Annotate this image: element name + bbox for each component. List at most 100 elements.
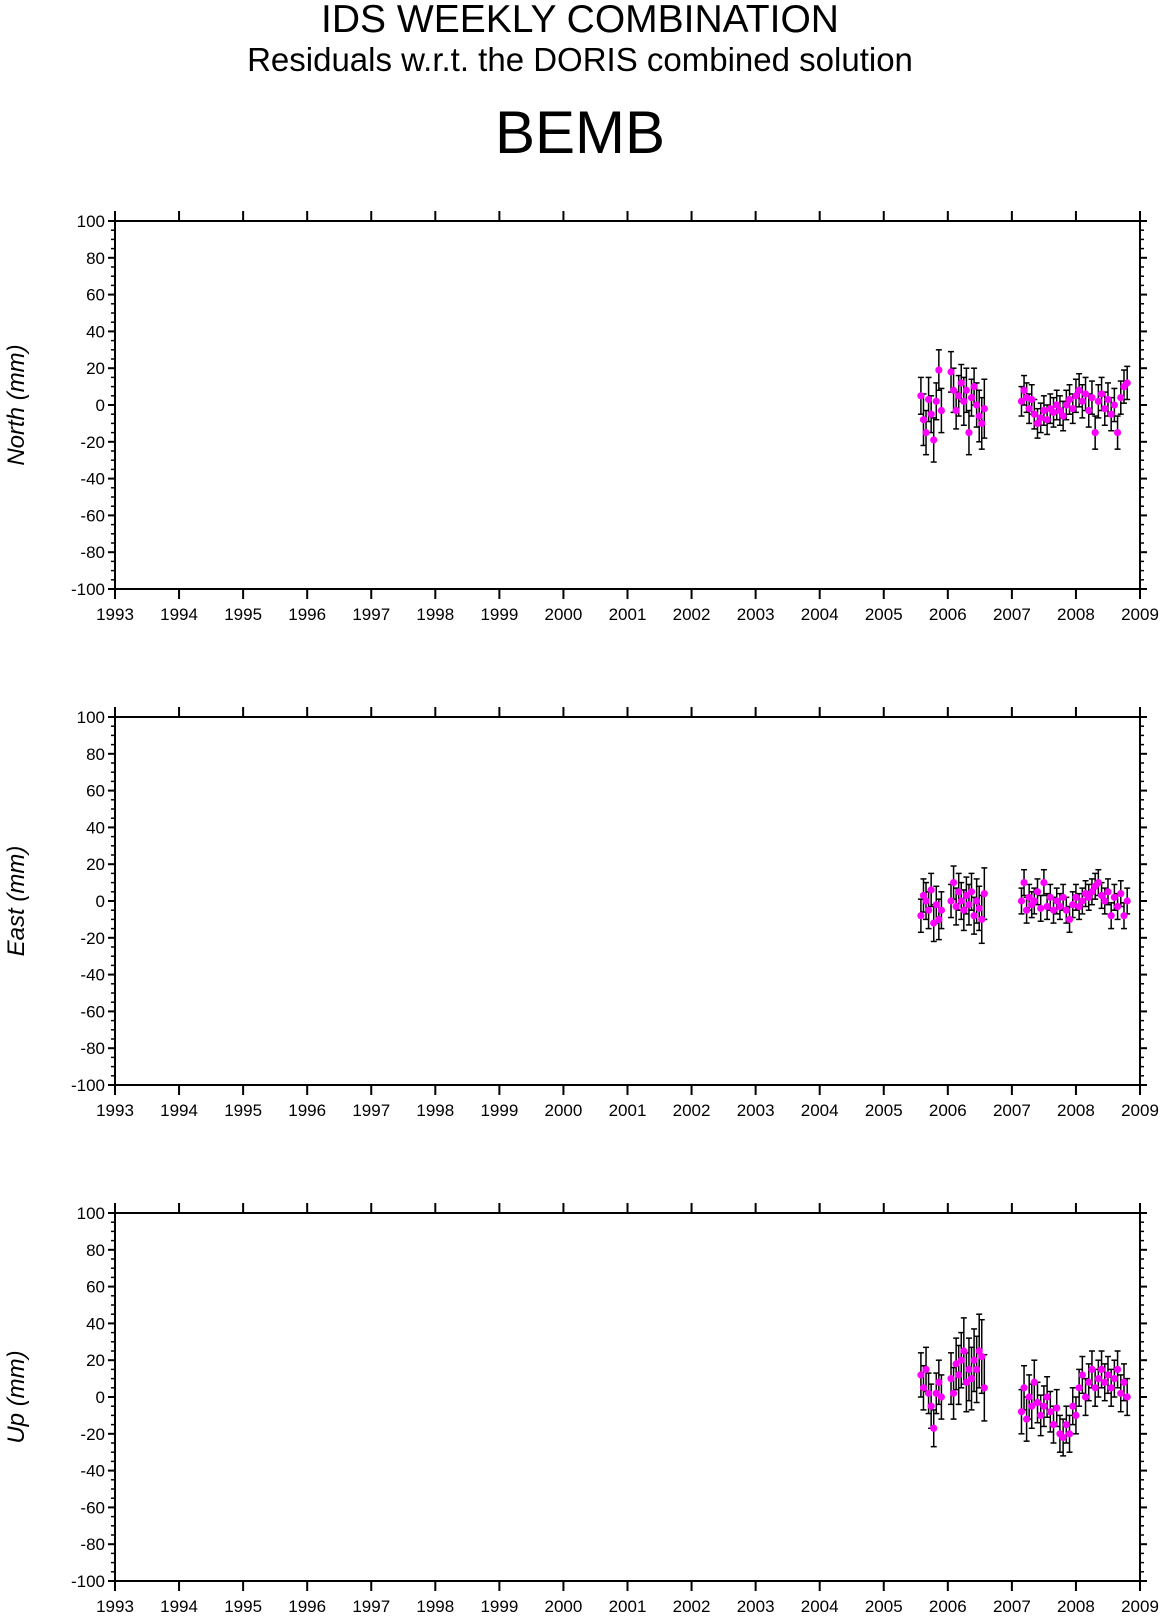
data-point — [1104, 1371, 1112, 1379]
data-point — [1040, 1402, 1048, 1410]
data-point — [1062, 401, 1070, 409]
data-point — [1028, 395, 1036, 404]
y-tick-label: 100 — [77, 1204, 105, 1223]
y-tick-label: -80 — [80, 543, 105, 562]
plot-frame — [114, 220, 1141, 590]
data-point — [935, 366, 943, 374]
data-point — [1110, 893, 1118, 901]
y-tick-label: 40 — [86, 1314, 105, 1333]
x-tick-label: 2002 — [673, 1597, 711, 1616]
x-tick-label: 1995 — [224, 1597, 262, 1616]
data-point — [970, 912, 978, 920]
x-tick-label: 1997 — [352, 1597, 390, 1616]
data-point — [1081, 1393, 1090, 1401]
data-point — [919, 416, 928, 424]
data-point — [1017, 1408, 1026, 1416]
x-tick-label: 1999 — [480, 1597, 518, 1616]
data-point — [1049, 1421, 1058, 1429]
x-tick-label: 2001 — [609, 605, 647, 624]
plot-frame — [114, 1212, 1141, 1582]
y-tick-label: -20 — [80, 1425, 105, 1444]
data-point — [932, 397, 940, 405]
data-point — [1053, 897, 1061, 905]
data-point — [1037, 414, 1045, 422]
data-point — [1017, 397, 1026, 405]
data-point — [1072, 1411, 1080, 1419]
data-point — [965, 1365, 973, 1373]
y-tick-label: -60 — [80, 1498, 105, 1517]
x-tick-label: 1995 — [224, 1101, 262, 1120]
data-point — [1072, 893, 1080, 901]
x-tick-label: 2000 — [545, 1597, 583, 1616]
x-tick-label: 1998 — [416, 605, 454, 624]
data-point — [973, 1365, 981, 1373]
data-point — [962, 386, 970, 394]
data-point — [1094, 879, 1102, 887]
data-point — [955, 392, 963, 400]
data-point — [919, 891, 928, 900]
data-point — [1037, 904, 1045, 912]
data-point — [1117, 394, 1125, 402]
data-point — [1117, 890, 1125, 898]
data-point — [927, 886, 935, 894]
data-point — [1091, 429, 1099, 437]
data-point — [1023, 1415, 1031, 1423]
data-point — [1075, 386, 1083, 394]
data-point — [952, 406, 960, 415]
data-point — [1059, 893, 1067, 901]
x-tick-label: 2003 — [737, 1597, 775, 1616]
data-point — [1094, 397, 1102, 405]
y-tick-label: -100 — [71, 580, 105, 599]
data-point — [1110, 1375, 1118, 1383]
plot-panel-2: 100 80 60 40 20 0 -20 -40 -60 -80 -100 1993 1994 1995… — [3, 707, 1159, 1120]
data-point — [1053, 401, 1061, 409]
data-point — [965, 429, 973, 437]
x-tick-label: 2002 — [673, 605, 711, 624]
data-point — [1085, 1378, 1093, 1386]
data-point — [917, 392, 925, 400]
x-tick-label: 2007 — [993, 1101, 1031, 1120]
data-point — [935, 1378, 943, 1386]
data-point — [949, 879, 958, 887]
data-point — [1120, 1378, 1128, 1386]
y-tick-label: 60 — [86, 1278, 105, 1297]
data-point — [927, 410, 935, 418]
data-point — [1104, 395, 1112, 404]
data-point — [1123, 897, 1131, 905]
y-tick-label: 20 — [86, 359, 105, 378]
data-point — [965, 901, 973, 909]
data-point — [978, 915, 986, 924]
data-point — [937, 406, 946, 415]
data-point — [975, 1347, 983, 1355]
data-point — [957, 897, 965, 905]
data-point — [1117, 1389, 1125, 1397]
data-point — [1030, 897, 1038, 905]
data-point — [924, 906, 933, 914]
data-point — [1081, 390, 1090, 398]
data-point — [930, 436, 938, 444]
data-point — [1113, 902, 1122, 911]
y-tick-label: -80 — [80, 1039, 105, 1058]
data-series — [917, 865, 1131, 945]
data-point — [1069, 901, 1077, 909]
station-name: BEMB — [494, 99, 666, 166]
y-tick-label: 100 — [77, 212, 105, 231]
data-point — [1025, 893, 1033, 901]
data-point — [1043, 416, 1051, 424]
data-point — [937, 1393, 946, 1401]
y-tick-label: -80 — [80, 1535, 105, 1554]
data-point — [1094, 1375, 1102, 1383]
data-point — [962, 891, 970, 900]
y-tick-label: 0 — [96, 1388, 105, 1407]
x-tick-label: 1996 — [288, 1101, 326, 1120]
x-tick-label: 1994 — [160, 605, 198, 624]
x-tick-label: 2009 — [1121, 1597, 1159, 1616]
data-point — [1091, 1384, 1099, 1392]
data-point — [1088, 394, 1096, 402]
data-point — [1049, 906, 1058, 914]
x-tick-label: 2007 — [993, 1597, 1031, 1616]
data-point — [935, 915, 943, 924]
data-point — [1075, 1384, 1083, 1392]
x-tick-label: 2001 — [609, 1597, 647, 1616]
